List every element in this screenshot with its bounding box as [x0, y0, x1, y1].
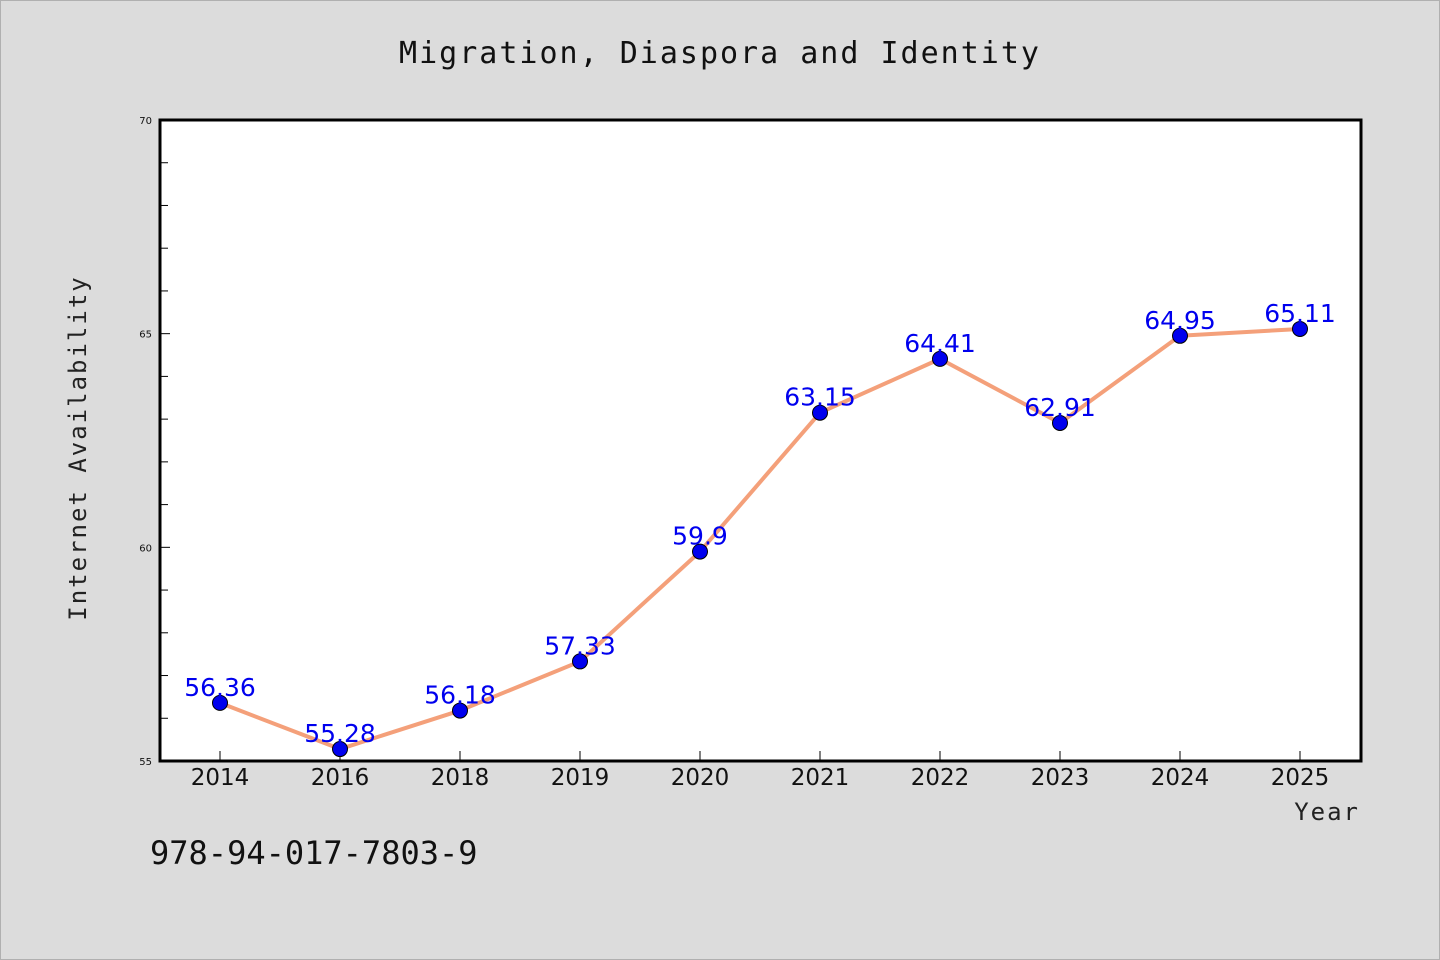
data-point	[932, 350, 948, 367]
series-line	[219, 326, 1301, 752]
data-point	[572, 653, 588, 670]
y-axis: 55 60 65 70	[139, 116, 170, 768]
data-point	[452, 702, 468, 719]
data-label: 56.36	[184, 673, 256, 702]
x-tick-label: 2019	[551, 765, 610, 791]
data-point	[692, 543, 708, 560]
y-tick-label: 70	[139, 116, 152, 127]
x-tick-label: 2016	[311, 765, 370, 791]
x-tick-label: 2014	[191, 765, 250, 791]
data-point	[1172, 327, 1188, 344]
data-label: 56.18	[424, 681, 496, 710]
y-tick-label: 55	[139, 757, 152, 768]
chart-title: Migration, Diaspora and Identity	[399, 36, 1041, 71]
isbn-text: 978-94-017-7803-9	[150, 834, 478, 872]
data-point	[1292, 320, 1308, 337]
x-tick-label: 2025	[1271, 765, 1330, 791]
plot-area	[158, 118, 1363, 763]
data-label: 65.11	[1264, 299, 1336, 328]
x-tick-label: 2022	[911, 765, 970, 791]
data-label: 62.91	[1024, 393, 1096, 422]
data-label: 64.95	[1144, 306, 1216, 335]
data-point	[812, 404, 828, 421]
x-tick-label: 2024	[1151, 765, 1210, 791]
x-tick-label: 2023	[1031, 765, 1090, 791]
data-point	[1052, 414, 1068, 431]
x-tick-label: 2021	[791, 765, 850, 791]
y-axis-label: Internet Availability	[64, 275, 92, 620]
data-label: 57.33	[544, 631, 616, 660]
y-tick-label: 65	[139, 330, 152, 341]
data-label: 64.41	[904, 329, 976, 358]
y-tick-label: 60	[139, 543, 152, 554]
data-label: 63.15	[784, 383, 856, 412]
data-label: 55.28	[304, 719, 376, 748]
x-axis: 2014 2016 2018 2019 2020 2021 2022 2023 2024 2025	[191, 751, 1330, 791]
data-point	[332, 741, 348, 758]
data-label: 59.9	[672, 522, 728, 551]
x-axis-label: Year	[1294, 798, 1360, 826]
x-tick-label: 2020	[671, 765, 730, 791]
x-tick-label: 2018	[431, 765, 490, 791]
series: 56.36 55.28 56.18 57.33 59.9 63.15 64.41 62.91 6…	[184, 299, 1336, 758]
data-point	[212, 694, 228, 711]
